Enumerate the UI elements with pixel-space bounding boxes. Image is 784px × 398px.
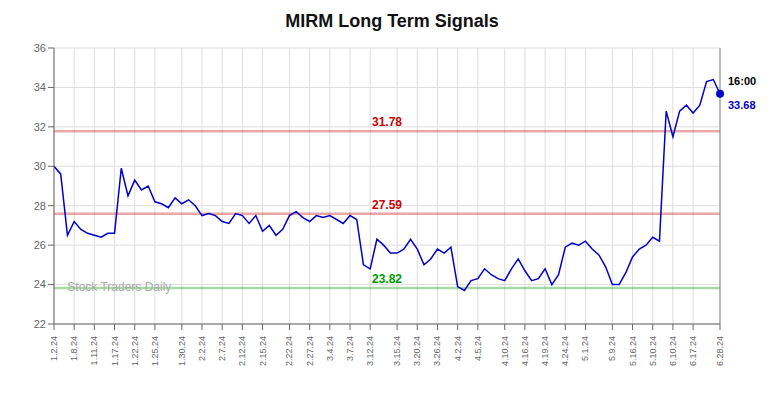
svg-text:23.82: 23.82 — [372, 272, 402, 286]
svg-text:3.4.24: 3.4.24 — [325, 336, 335, 361]
svg-text:16:00: 16:00 — [728, 75, 756, 87]
html-text:Stock Traders Daily: Stock Traders Daily — [67, 280, 172, 295]
svg-text:1.25.24: 1.25.24 — [150, 336, 160, 366]
svg-text:28: 28 — [34, 200, 46, 212]
svg-text:4.19.24: 4.19.24 — [540, 336, 550, 366]
svg-text:34: 34 — [34, 81, 46, 93]
html-text:MIRM Long Term Signals: MIRM Long Term Signals — [285, 11, 499, 31]
svg-text:6.17.24: 6.17.24 — [688, 336, 698, 366]
svg-text:31.78: 31.78 — [372, 115, 402, 129]
svg-text:1.11.24: 1.11.24 — [89, 336, 99, 365]
svg-text:1.30.24: 1.30.24 — [177, 336, 187, 366]
svg-text:2.12.24: 2.12.24 — [237, 336, 247, 366]
svg-text:4.10.24: 4.10.24 — [500, 336, 510, 366]
svg-text:5.1.24: 5.1.24 — [580, 336, 590, 361]
svg-text:5.10.24: 5.10.24 — [648, 336, 658, 366]
svg-text:3.12.24: 3.12.24 — [365, 336, 375, 366]
svg-text:2.27.24: 2.27.24 — [305, 336, 315, 366]
svg-text:4.5.24: 4.5.24 — [473, 336, 483, 361]
svg-text:30: 30 — [34, 160, 46, 172]
svg-text:27.59: 27.59 — [372, 198, 402, 212]
svg-text:22: 22 — [34, 318, 46, 330]
svg-text:1.8.24: 1.8.24 — [69, 336, 79, 361]
svg-text:2.15.24: 2.15.24 — [258, 336, 268, 366]
svg-text:4.2.24: 4.2.24 — [453, 336, 463, 361]
svg-text:1.22.24: 1.22.24 — [130, 336, 140, 366]
svg-text:5.16.24: 5.16.24 — [628, 336, 638, 366]
svg-text:1.2.24: 1.2.24 — [49, 336, 59, 361]
svg-text:3.20.24: 3.20.24 — [412, 336, 422, 366]
svg-text:6.10.24: 6.10.24 — [668, 336, 678, 366]
svg-text:6.28.24: 6.28.24 — [715, 336, 725, 366]
svg-text:4.16.24: 4.16.24 — [520, 336, 530, 366]
svg-text:3.15.24: 3.15.24 — [392, 336, 402, 366]
svg-text:36: 36 — [34, 42, 46, 54]
svg-text:33.68: 33.68 — [728, 99, 756, 111]
svg-text:2.2.24: 2.2.24 — [197, 336, 207, 361]
svg-text:32: 32 — [34, 121, 46, 133]
svg-text:3.7.24: 3.7.24 — [345, 336, 355, 361]
svg-text:1.17.24: 1.17.24 — [110, 336, 120, 366]
svg-text:26: 26 — [34, 239, 46, 251]
svg-text:2.22.24: 2.22.24 — [284, 336, 294, 366]
svg-text:2.7.24: 2.7.24 — [217, 336, 227, 361]
svg-text:3.26.24: 3.26.24 — [432, 336, 442, 366]
svg-text:5.9.24: 5.9.24 — [607, 336, 617, 361]
svg-text:4.24.24: 4.24.24 — [560, 336, 570, 366]
svg-text:24: 24 — [34, 278, 46, 290]
